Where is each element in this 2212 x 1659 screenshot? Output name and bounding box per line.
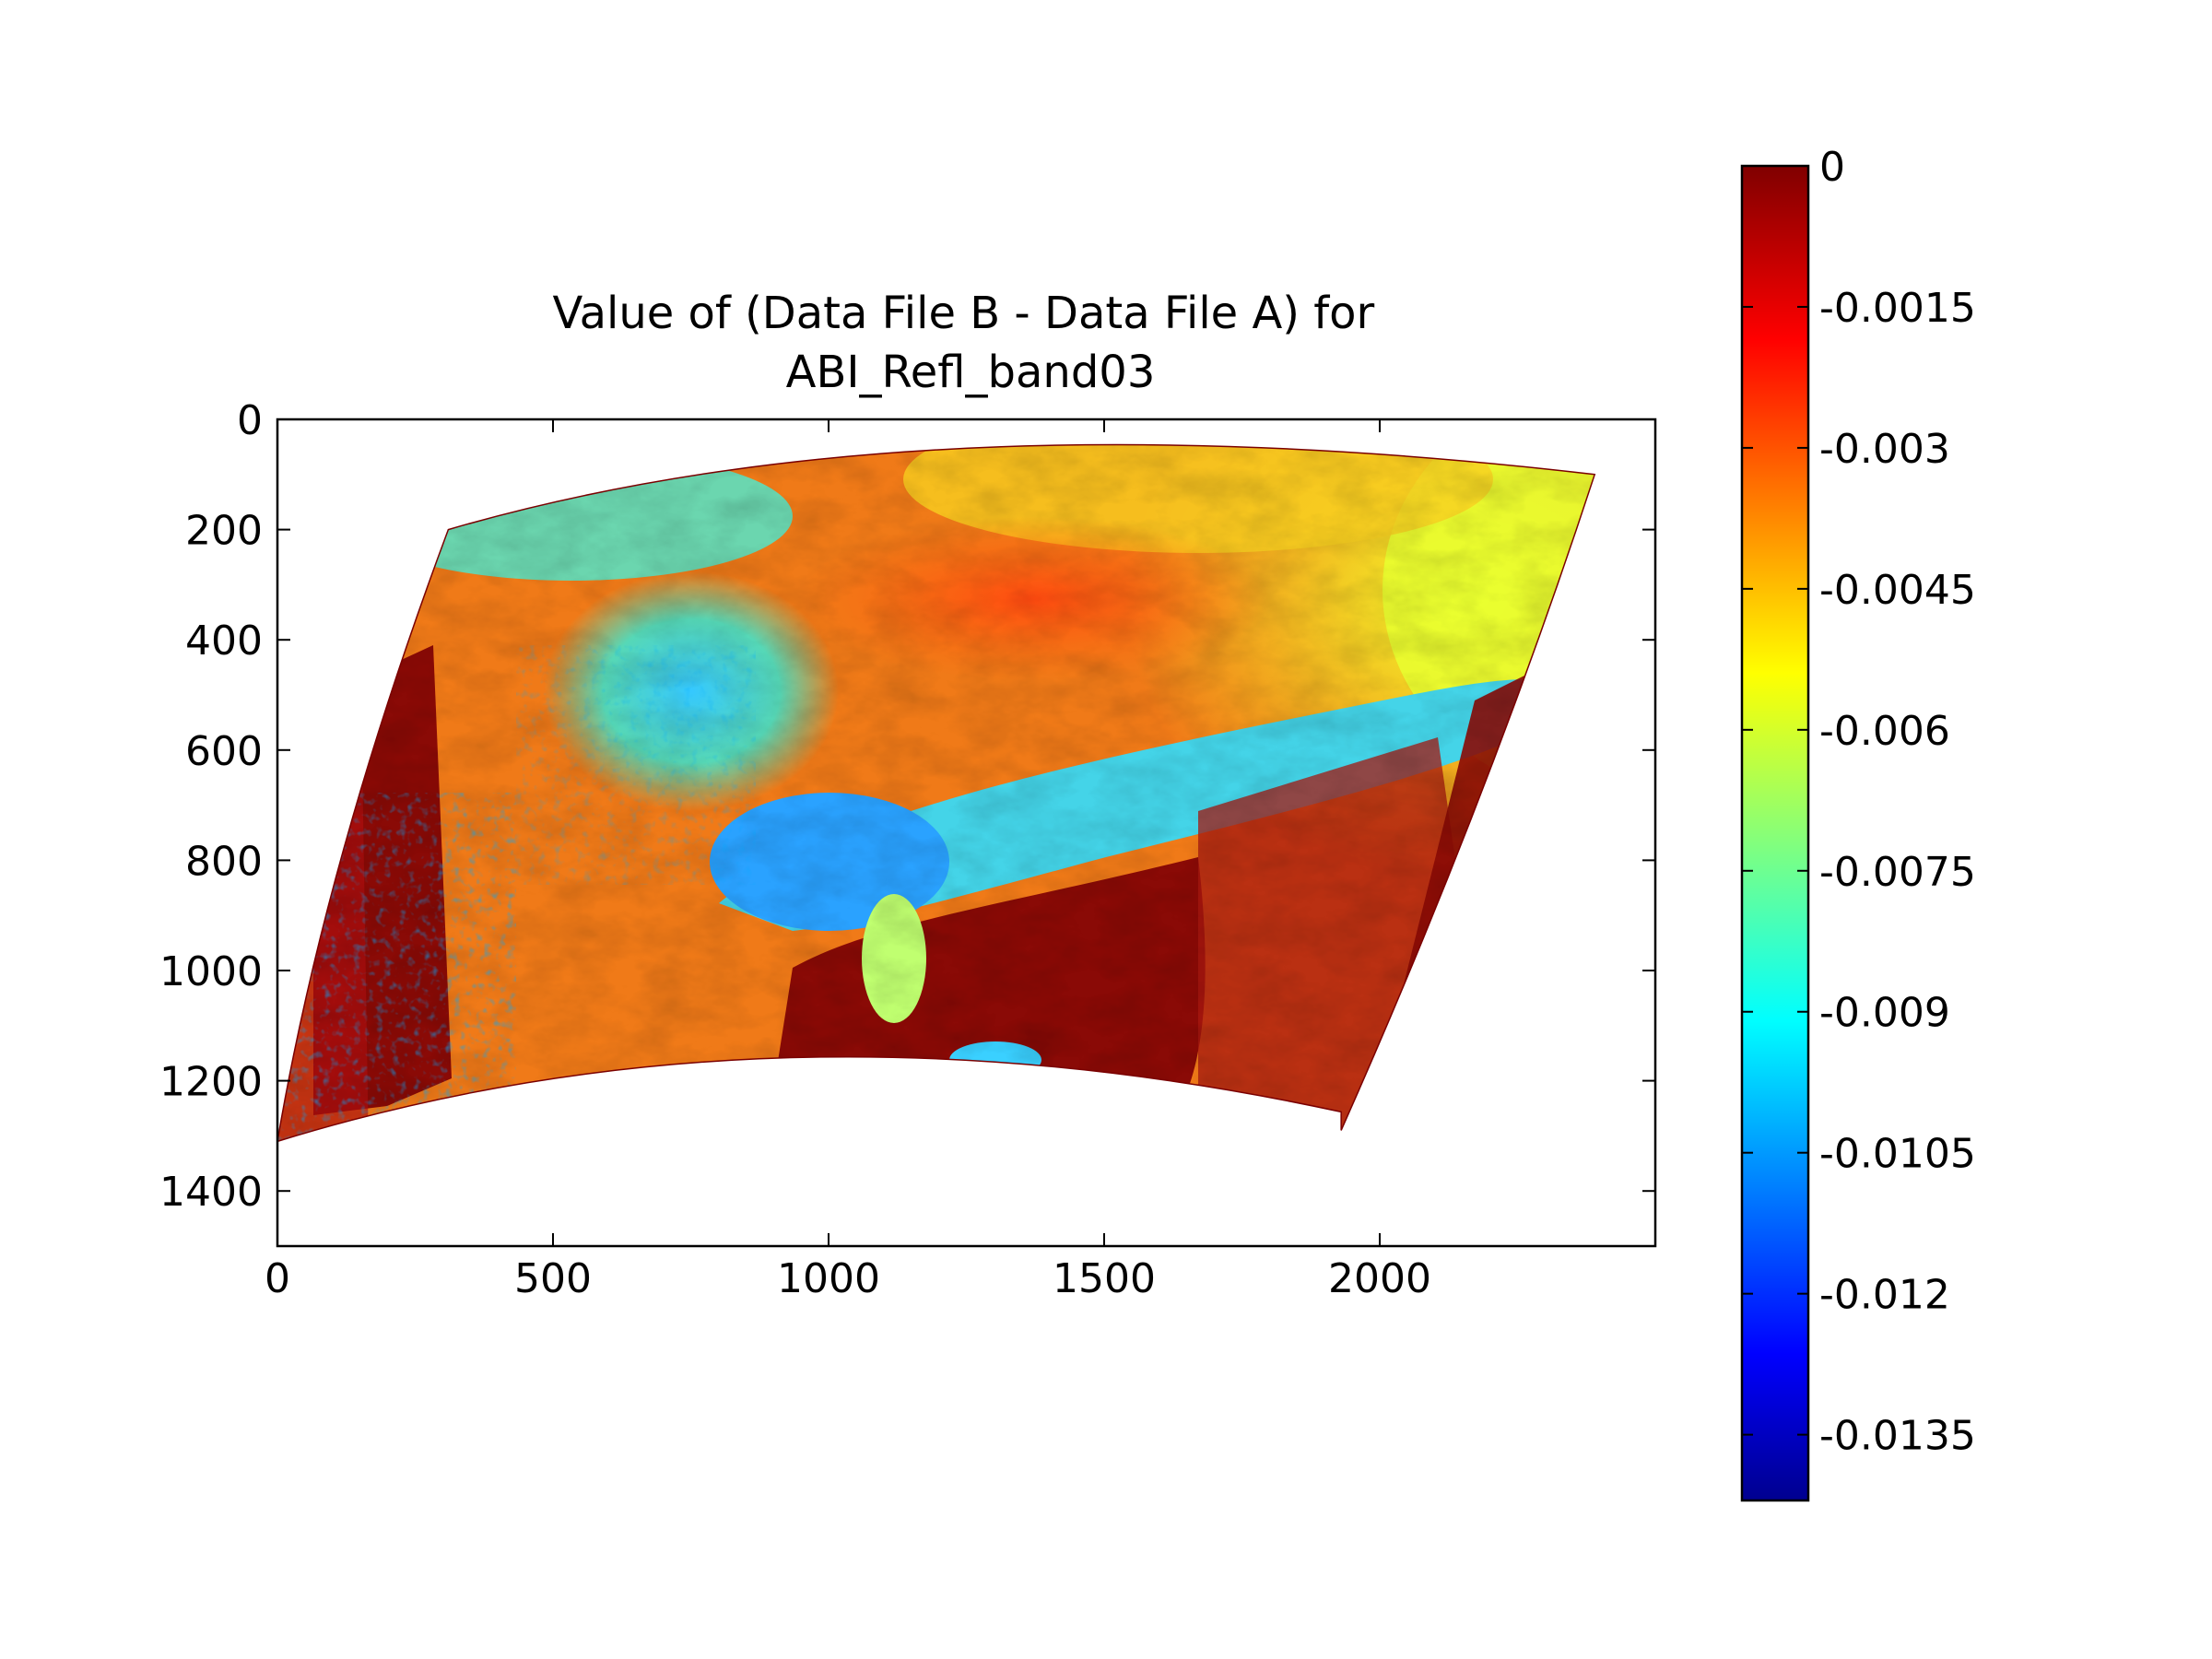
y-tick-label: 600 <box>185 728 263 775</box>
y-tick-label: 400 <box>185 618 263 665</box>
x-tick-label: 1000 <box>777 1255 880 1302</box>
colorbar-tick-label: -0.0075 <box>1819 849 1976 896</box>
plot-axes: 0 500 1000 1500 2000 0 200 400 600 800 1000 1200 140… <box>159 397 1657 1302</box>
colorbar-tick-label: -0.012 <box>1819 1272 1950 1319</box>
colorbar-tick-label: -0.0135 <box>1819 1413 1976 1460</box>
colorbar-tick-label: -0.003 <box>1819 426 1950 473</box>
colorbar-tick-label: -0.0045 <box>1819 567 1976 614</box>
y-tick-label: 0 <box>237 397 263 444</box>
y-tick-label: 1000 <box>159 948 263 995</box>
chart-title-line1: Value of (Data File B - Data File A) for <box>552 288 1374 339</box>
colorbar: 0 -0.0015 -0.003 -0.0045 -0.006 -0.0075 -0.009… <box>1740 144 1976 1502</box>
colorbar-ticks: 0 -0.0015 -0.003 -0.0045 -0.006 -0.0075 -0.009… <box>1742 144 1976 1460</box>
x-tick-label: 1500 <box>1053 1255 1156 1302</box>
colorbar-gradient <box>1740 164 1810 1502</box>
colorbar-tick-label: 0 <box>1819 144 1845 191</box>
y-tick-label: 800 <box>185 838 263 885</box>
heatmap-image <box>277 444 1595 1142</box>
x-tick-label: 0 <box>265 1255 290 1302</box>
scan-outline <box>276 443 1596 1143</box>
x-tick-label: 500 <box>514 1255 592 1302</box>
x-tick-label: 2000 <box>1328 1255 1431 1302</box>
colorbar-tick-label: -0.006 <box>1819 708 1950 755</box>
chart-title: Value of (Data File B - Data File A) for… <box>552 288 1388 398</box>
colorbar-tick-label: -0.0015 <box>1819 285 1976 332</box>
y-tick-label: 1400 <box>159 1169 263 1216</box>
colorbar-tick-label: -0.009 <box>1819 990 1950 1037</box>
colorbar-tick-label: -0.0105 <box>1819 1131 1976 1178</box>
axes-frame <box>276 418 1657 1248</box>
y-tick-label: 1200 <box>159 1059 263 1106</box>
y-tick-label: 200 <box>185 508 263 555</box>
chart-title-line2: ABI_Refl_band03 <box>786 347 1156 398</box>
